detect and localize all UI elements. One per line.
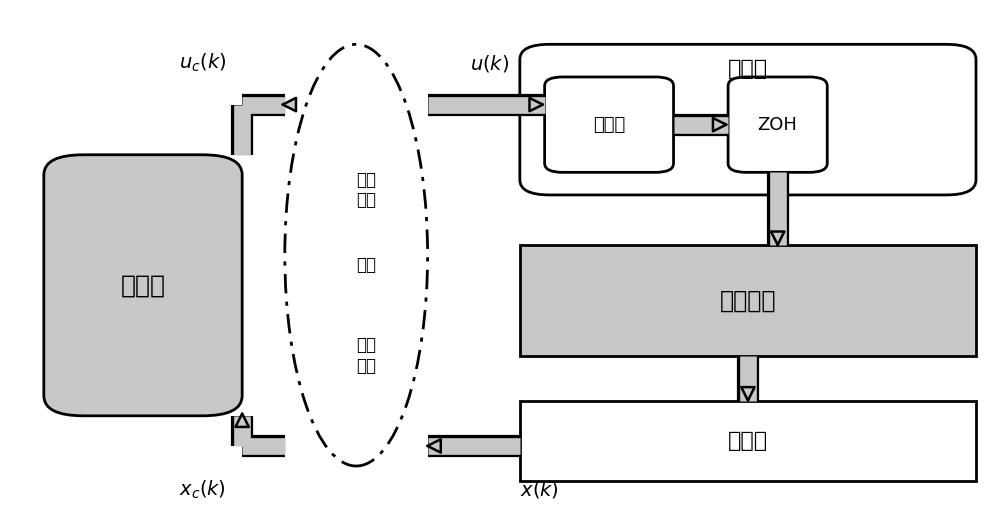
Text: 数据
丢包: 数据 丢包 (356, 336, 376, 375)
FancyBboxPatch shape (44, 155, 242, 416)
Text: 执行器: 执行器 (728, 59, 768, 79)
Text: 数据
丢包: 数据 丢包 (356, 171, 376, 210)
Text: $x(k)$: $x(k)$ (520, 479, 559, 500)
Text: $u(k)$: $u(k)$ (470, 54, 510, 75)
Text: 传感器: 传感器 (728, 431, 768, 451)
Text: 缓冲区: 缓冲区 (593, 115, 625, 134)
Bar (520, 401, 976, 481)
Text: $u_c(k)$: $u_c(k)$ (179, 52, 226, 75)
Text: 控制器: 控制器 (121, 273, 166, 297)
Text: ZOH: ZOH (758, 115, 798, 134)
FancyBboxPatch shape (728, 77, 827, 172)
FancyBboxPatch shape (520, 44, 976, 195)
FancyBboxPatch shape (545, 77, 674, 172)
Text: 被控对象: 被控对象 (720, 288, 776, 312)
Text: $x_c(k)$: $x_c(k)$ (179, 479, 226, 501)
Text: 网络: 网络 (356, 256, 376, 274)
Bar (520, 245, 976, 356)
